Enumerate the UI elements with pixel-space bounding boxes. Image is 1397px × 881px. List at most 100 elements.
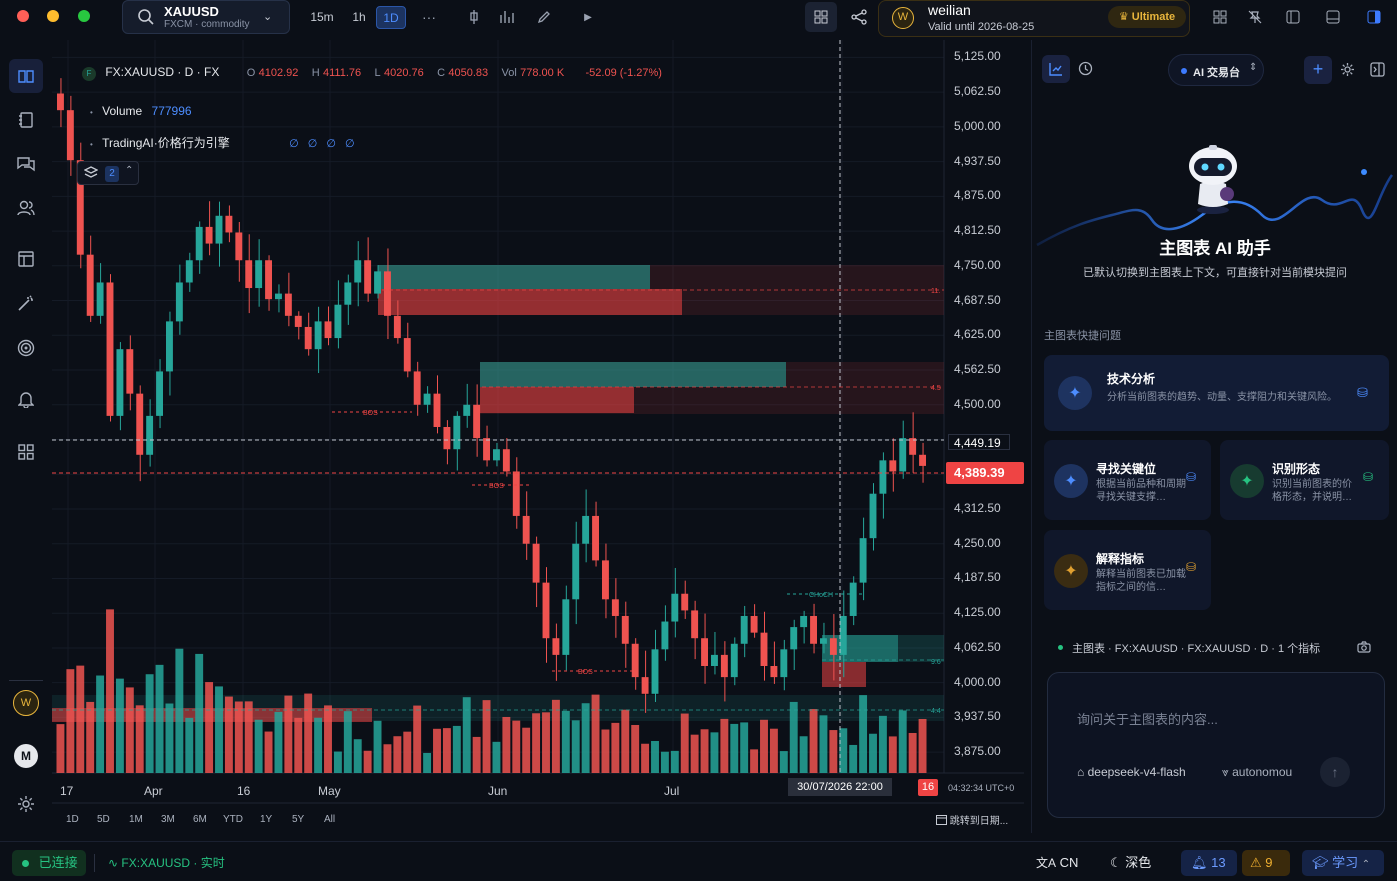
range-button-1y[interactable]: 1Y [260, 814, 273, 825]
indicator-legend[interactable]: • TradingAI·价格行为引擎 ∅ ∅ ∅ ∅ [90, 134, 358, 151]
widgets-icon[interactable] [1210, 7, 1230, 27]
volume-bar [680, 713, 689, 773]
play-replay-icon[interactable]: ▶ [584, 11, 592, 23]
layout-grid-icon[interactable] [805, 2, 837, 32]
panel-left-icon[interactable] [1283, 7, 1303, 27]
candle-body [374, 271, 381, 294]
panel-right-icon[interactable] [1364, 7, 1384, 27]
user-avatar-icon[interactable]: W [13, 690, 39, 716]
model-selector[interactable]: ⌂ deepseek-v4-flash [1077, 765, 1186, 779]
warnings-button[interactable]: ⚠ 9 [1242, 850, 1290, 876]
theme-button[interactable]: ☾ 深色 [1110, 850, 1151, 876]
range-button-3m[interactable]: 3M [161, 814, 175, 825]
candle-body [592, 515, 599, 561]
time-tick-label: 16 [237, 784, 251, 798]
chevron-up-icon: ⌃ [1361, 859, 1371, 870]
panel-settings-icon[interactable] [1340, 62, 1355, 82]
panel-bottom-icon[interactable] [1323, 7, 1343, 27]
timeframe-15m[interactable]: 15m [310, 10, 334, 24]
mode-selector[interactable]: AI 交易台 ⇕ [1168, 54, 1264, 86]
learn-button[interactable]: 🎓︎ 学习 ⌃ [1302, 850, 1384, 876]
range-button-5d[interactable]: 5D [97, 814, 110, 825]
tool-notebook-icon[interactable] [9, 103, 43, 137]
maximize-window-button[interactable] [78, 10, 90, 22]
layers-toggle[interactable]: 2 ⌃ [77, 161, 139, 185]
translate-icon: 文A [1036, 856, 1057, 870]
quick-question-patterns[interactable]: ✦ 识别形态 识别当前图表的价格形态，并说明… ⛁ [1220, 440, 1389, 520]
volume-bar [690, 734, 699, 773]
chat-input[interactable]: 询问关于主图表的内容... [1077, 712, 1218, 727]
candle-body [423, 393, 431, 405]
candle-body [314, 321, 322, 350]
timeframe-1h[interactable]: 1h [352, 10, 366, 24]
symbol-name: XAUUSD [164, 4, 219, 19]
m-logo-icon[interactable]: M [14, 744, 38, 768]
volume-name: Volume [102, 104, 143, 118]
robot-small-icon: ⌂ [1077, 765, 1085, 779]
symbol-selector[interactable]: XAUUSD FXCM · commodity ⌄ [122, 0, 290, 34]
timeframe-1d[interactable]: 1D [376, 6, 406, 29]
chart-canvas[interactable]: BOS BOS BOS CHoCH 11. 4.5 9.6 4.4 [52, 40, 1024, 833]
utc-clock[interactable]: 04:32:34 UTC+0 [948, 783, 1015, 793]
candle-body [720, 654, 728, 678]
volume-bar [522, 727, 531, 773]
tool-chart-book-icon[interactable] [9, 59, 43, 93]
new-chat-button[interactable]: + [1304, 56, 1332, 84]
pin-off-icon[interactable] [1245, 7, 1265, 27]
range-button-5y[interactable]: 5Y [292, 814, 305, 825]
tool-chat-icon[interactable] [9, 147, 43, 181]
candle-type-icon[interactable] [464, 7, 484, 27]
tool-layout-icon[interactable] [9, 242, 43, 276]
tool-users-icon[interactable] [9, 191, 43, 225]
notifications-button[interactable]: 🔔︎ 13 [1181, 850, 1237, 876]
main-chart[interactable]: BOS BOS BOS CHoCH 11. 4.5 9.6 4.4 F FX:XAUUSD ·… [52, 40, 1024, 833]
close-window-button[interactable] [17, 10, 29, 22]
live-feed-status[interactable]: ∿ FX:XAUUSD · 实时 [108, 850, 225, 876]
range-button-1d[interactable]: 1D [66, 814, 79, 825]
legend-low: 4020.76 [383, 67, 424, 79]
volume-legend[interactable]: • Volume 777996 [90, 104, 192, 118]
more-icon[interactable]: ··· [422, 9, 436, 25]
range-button-ytd[interactable]: YTD [223, 814, 243, 825]
ohlc-legend: F FX:XAUUSD · D · FX O 4102.92 H 4111.76… [82, 65, 662, 81]
volume-bar [720, 718, 729, 773]
volume-bar [769, 728, 778, 773]
history-icon[interactable] [1078, 61, 1093, 81]
legend-close-label: C [437, 67, 446, 79]
volume-bar [353, 739, 362, 773]
candle-body [899, 438, 907, 472]
share-icon[interactable] [847, 5, 871, 29]
camera-icon[interactable] [1357, 640, 1371, 658]
tool-magic-wand-icon[interactable] [9, 286, 43, 320]
volume-bar [442, 728, 451, 773]
volume-bar [651, 740, 659, 773]
range-button-1m[interactable]: 1M [129, 814, 143, 825]
agent-mode-selector[interactable]: ⩔ autonomou [1222, 765, 1292, 780]
quick-question-technical[interactable]: ✦ 技术分析 分析当前图表的趋势、动量、支撑阻力和关键风险。 ⛁ [1044, 355, 1389, 431]
range-button-all[interactable]: All [324, 814, 336, 825]
candle-body [780, 649, 788, 678]
collapse-panel-icon[interactable] [1370, 62, 1385, 82]
volume-bar [789, 701, 798, 773]
chart-ai-tab-icon[interactable] [1042, 55, 1070, 83]
quick-question-indicators[interactable]: ✦ 解释指标 解释当前图表已加载指标之间的信… ⛁ [1044, 530, 1211, 610]
chevron-down-icon: ⌄ [263, 11, 273, 23]
settings-gear-icon[interactable] [9, 787, 43, 821]
range-button-6m[interactable]: 6M [193, 814, 207, 825]
draw-pen-icon[interactable] [534, 7, 554, 27]
tool-apps-icon[interactable] [9, 435, 43, 469]
send-button[interactable]: ↑ [1320, 757, 1350, 787]
indicators-icon[interactable] [498, 7, 518, 27]
tool-bell-icon[interactable] [9, 382, 43, 416]
chat-input-box[interactable]: 询问关于主图表的内容... ⌂ deepseek-v4-flash ⩔ auto… [1047, 672, 1385, 818]
tool-target-icon[interactable] [9, 331, 43, 365]
goto-date-button[interactable]: 跳转到日期... [936, 812, 1008, 827]
language-button[interactable]: 文A CN [1036, 850, 1078, 876]
zone-bear-block-2 [480, 387, 634, 413]
zone-bull-block-2 [480, 362, 786, 387]
candle-body [542, 582, 550, 639]
choch-label: CHoCH [809, 592, 833, 599]
quick-question-levels[interactable]: ✦ 寻找关键位 根据当前品种和周期寻找关键支撑… ⛁ [1044, 440, 1211, 520]
minimize-window-button[interactable] [47, 10, 59, 22]
connection-status[interactable]: 已连接 [12, 850, 86, 876]
